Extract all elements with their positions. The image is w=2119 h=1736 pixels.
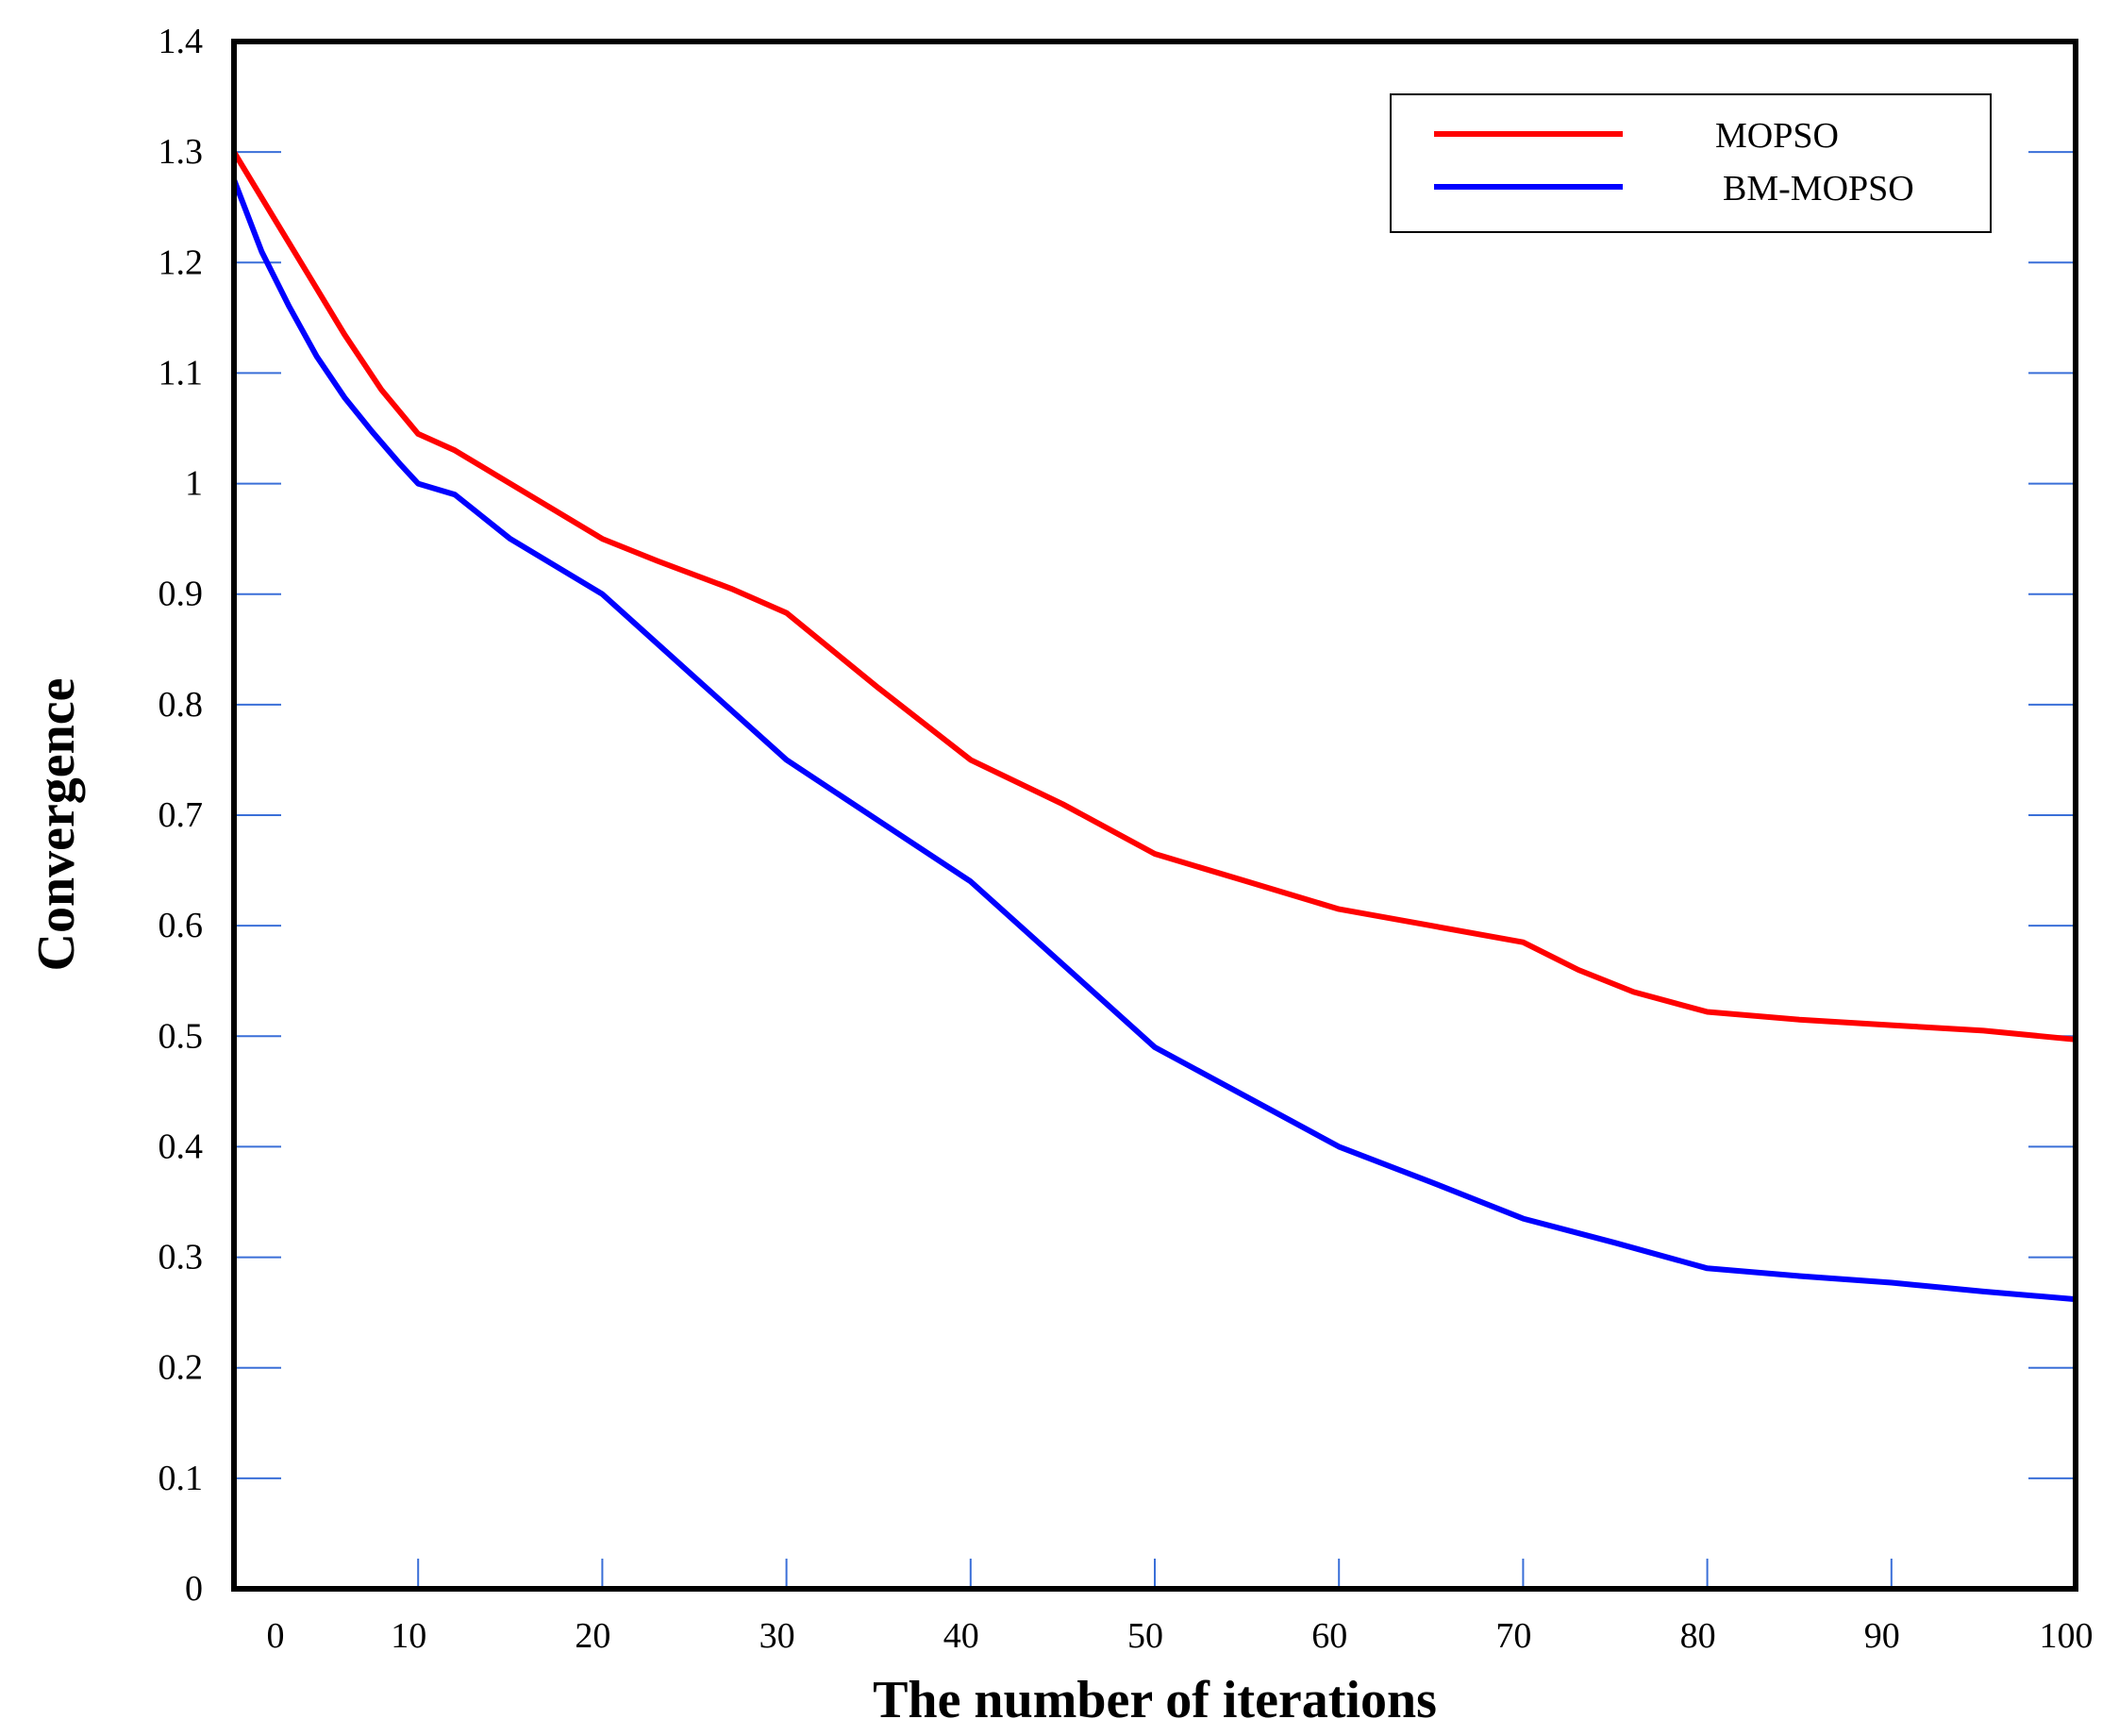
x-tick-label: 70 [1495,1616,1531,1656]
plot-frame [231,39,2078,1592]
y-tick-label: 0.5 [159,1016,204,1056]
legend-label-bm-mopso: BM-MOPSO [1723,169,1914,209]
x-tick-label: 40 [943,1616,979,1656]
y-tick-label: 0.7 [159,795,204,835]
y-tick-label: 1.4 [159,22,204,61]
y-tick-label: 1 [185,464,203,504]
plot-frame-layer [231,39,2078,1592]
x-tick-label: 30 [759,1616,795,1656]
y-tick-label: 0.8 [159,685,204,725]
x-axis-ticks: 10 20 30 40 50 60 70 80 90 100 0 [267,1559,2094,1656]
series-line-mopso [231,149,2078,1043]
y-tick-label: 0.6 [159,906,204,945]
y-axis-ticks: 0 0.1 0.2 0.3 0.4 0.5 0.6 0.7 0.8 0.9 1 1.1 1.2 1.3 1.… [159,22,2076,1609]
x-tick-label: 80 [1680,1616,1716,1656]
y-tick-label: 0.1 [159,1459,204,1498]
y-tick-label: 1.2 [159,242,204,282]
x-tick-label: 90 [1864,1616,1900,1656]
y-tick-label: 0.2 [159,1348,204,1388]
legend-label-mopso: MOPSO [1715,116,1839,156]
y-tick-label: 0.3 [159,1238,204,1277]
x-tick-label: 20 [575,1616,610,1656]
series-layer [231,149,2078,1303]
y-tick-label: 1.1 [159,353,204,392]
legend-box [1390,93,1992,233]
x-tick-label: 50 [1127,1616,1163,1656]
x-axis-title: The number of iterations [873,1671,1437,1729]
series-line-bm-mopso [231,176,2078,1303]
y-tick-label: 0.9 [159,575,204,614]
y-tick-label: 1.3 [159,132,204,172]
x-tick-label: 60 [1311,1616,1347,1656]
x-origin-label: 0 [267,1616,285,1656]
y-tick-label: 0.4 [159,1127,204,1166]
y-tick-label: 0 [185,1569,203,1609]
x-tick-label: 10 [391,1616,426,1656]
x-tick-label: 100 [2040,1616,2094,1656]
y-axis-title: Convergence [27,677,86,971]
axis-titles: The number of iterations Convergence [27,677,1437,1729]
legend: MOPSO BM-MOPSO [1390,93,1992,233]
